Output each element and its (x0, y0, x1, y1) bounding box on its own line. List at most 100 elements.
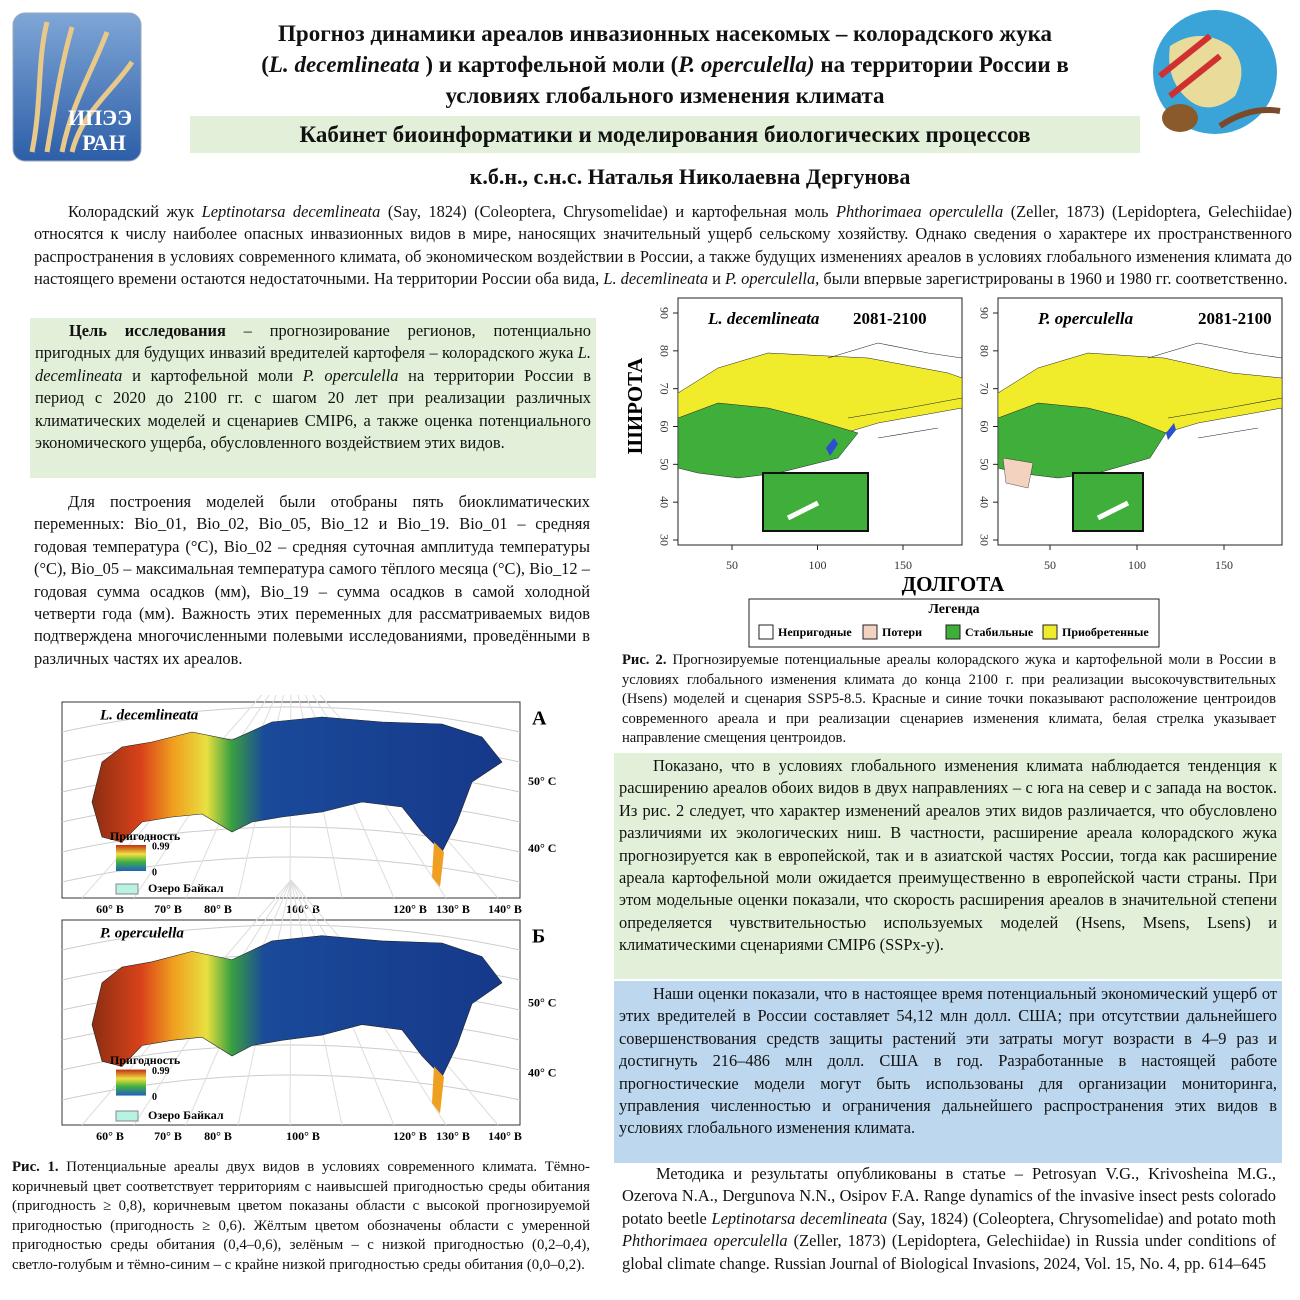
sakhalin (432, 1066, 444, 1114)
text-run: и (708, 269, 726, 289)
text-run: (Say, 1824) (Coleoptera, Chrysomelidae) … (887, 1208, 1276, 1228)
latitude-label: 40° С (528, 841, 556, 855)
text-run: Leptinotarsa decemlineata (201, 202, 381, 221)
logo-plant (29, 21, 135, 153)
figure-1: L. decemlineata А50° С40° СПригодность0.9… (61, 695, 556, 1143)
lake-swatch (115, 883, 139, 895)
goal: Цель исследования – прогнозирование реги… (30, 318, 596, 478)
map-body (678, 342, 962, 479)
text-run: Phthorimaea operculella (836, 202, 1004, 221)
text-run: L. decemlineata (603, 269, 709, 289)
text-run: L. decemlineata (35, 343, 591, 385)
x-tick-label: 150 (1215, 558, 1233, 572)
longitude-label: 70° В (154, 902, 182, 916)
latitude-label: 50° С (528, 774, 556, 788)
range-map: L. decemlineata 2081-2100 (677, 297, 963, 546)
species-label: L. decemlineata (707, 309, 820, 328)
publication: Методика и результаты опубликованы в ста… (622, 1163, 1276, 1297)
lake-swatch (115, 1110, 139, 1122)
y-tick-label: 30 (977, 534, 991, 546)
text-run: Рис. 1. (12, 1159, 59, 1175)
legend-label: Непригодные (778, 625, 852, 639)
longitude-label: 140° В (488, 1129, 522, 1143)
text-run: P. operculella, (725, 269, 820, 289)
text-run: Потенциальные ареалы двух видов в услови… (12, 1159, 590, 1273)
legend-max: 0.99 (152, 1066, 170, 1077)
latitude-label: 40° С (528, 1066, 556, 1080)
longitude-label: 60° В (96, 902, 124, 916)
period-label: 2081-2100 (853, 309, 927, 328)
longitude-label: 120° В (393, 902, 427, 916)
y-tick-label: 90 (657, 307, 671, 319)
y-tick-label: 60 (657, 421, 671, 433)
unsuitable-outline (1147, 342, 1282, 439)
text-run: Цель исследования (69, 321, 226, 340)
author: к.б.н., с.н.с. Наталья Николаевна Дергун… (469, 164, 911, 189)
methods: Для построения моделей были отобраны пят… (34, 492, 590, 668)
x-tick-label: 100 (1128, 558, 1146, 572)
graticule (61, 826, 521, 853)
lab-name: Кабинет биоинформатики и моделирования б… (190, 116, 1140, 153)
results: Показано, что в условиях глобального изм… (614, 753, 1282, 979)
x-tick-label: 150 (894, 558, 912, 572)
legend-swatch (945, 624, 961, 640)
x-tick-label: 100 (809, 558, 827, 572)
figure-2: L. decemlineata 2081-2100 90 80 70 60 50 40 30 50… (623, 297, 1283, 648)
longitude-label: 140° В (488, 902, 522, 916)
russia-shape (91, 935, 503, 1078)
lizard (1218, 107, 1281, 129)
legend-colorbar (116, 1069, 146, 1096)
longitude-label: 130° В (436, 902, 470, 916)
period-label: 2081-2100 (1198, 309, 1272, 328)
text-run: Колорадский жук (68, 202, 202, 221)
legend-max: 0.99 (152, 841, 170, 852)
y-tick-label: 40 (977, 496, 991, 508)
legend-title: Пригодность (110, 1053, 181, 1067)
logo-text: ИПЭЭ (68, 105, 132, 130)
longitude-label: 130° В (436, 1129, 470, 1143)
title-run: ) и картофельной моли ( (419, 52, 679, 77)
y-tick-label: 90 (977, 307, 991, 319)
longitude-label: 120° В (393, 1129, 427, 1143)
legend-title: Легенда (928, 602, 979, 617)
species-label: P. operculella (100, 925, 184, 941)
longitude-label: 100° В (286, 1129, 320, 1143)
panel-letter: Б (532, 926, 545, 948)
loss-area (1002, 457, 1034, 489)
text-run: Phthorimaea operculella (622, 1231, 788, 1251)
inset-arrow (786, 500, 820, 521)
unsuitable-outline (827, 342, 962, 439)
inset (1072, 472, 1144, 532)
text-run: были впервые зарегистрированы в 1960 и 1… (819, 269, 1288, 289)
title-run: Прогноз динамики ареалов инвазионных нас… (278, 21, 1052, 46)
y-tick-label: 70 (977, 383, 991, 395)
text-run: на территории России в период с 2020 до … (35, 365, 591, 453)
institute-logo: ИПЭЭ РАН (12, 12, 142, 162)
arrow (1158, 33, 1222, 99)
legend-title: Пригодность (110, 829, 181, 843)
baikal (1166, 423, 1176, 440)
economics: Наши оценки показали, что в настоящее вр… (614, 981, 1282, 1163)
longitude-label: 70° В (154, 1129, 182, 1143)
y-tick-label: 80 (657, 345, 671, 357)
marmot (1162, 104, 1198, 132)
longitude-label: 80° В (204, 1129, 232, 1143)
y-tick-label: 30 (657, 534, 671, 546)
logo-background (12, 12, 142, 162)
legend-swatch (1042, 624, 1058, 640)
russia-shape (91, 716, 503, 853)
text-run: – прогнозирование регионов, потенциально… (35, 321, 591, 363)
longitude-label: 60° В (96, 1129, 124, 1143)
title-run: условиях глобального изменения климата (445, 83, 885, 108)
map-body (998, 342, 1282, 489)
lake-label: Озеро Байкал (148, 881, 224, 895)
text-run: и картофельной моли (122, 365, 303, 385)
legend-label: Потери (882, 625, 922, 639)
x-tick-label: 50 (1044, 558, 1056, 572)
figure-1-caption: Рис. 1. Потенциальные ареалы двух видов … (12, 1158, 590, 1298)
range-map: P. operculella 2081-2100 (997, 297, 1283, 546)
y-axis-label: ШИРОТА (623, 357, 647, 454)
y-tick-label: 60 (977, 421, 991, 433)
text-run: (Zeller, 1873) (Lepidoptera, Gelechiidae… (622, 1231, 1276, 1273)
